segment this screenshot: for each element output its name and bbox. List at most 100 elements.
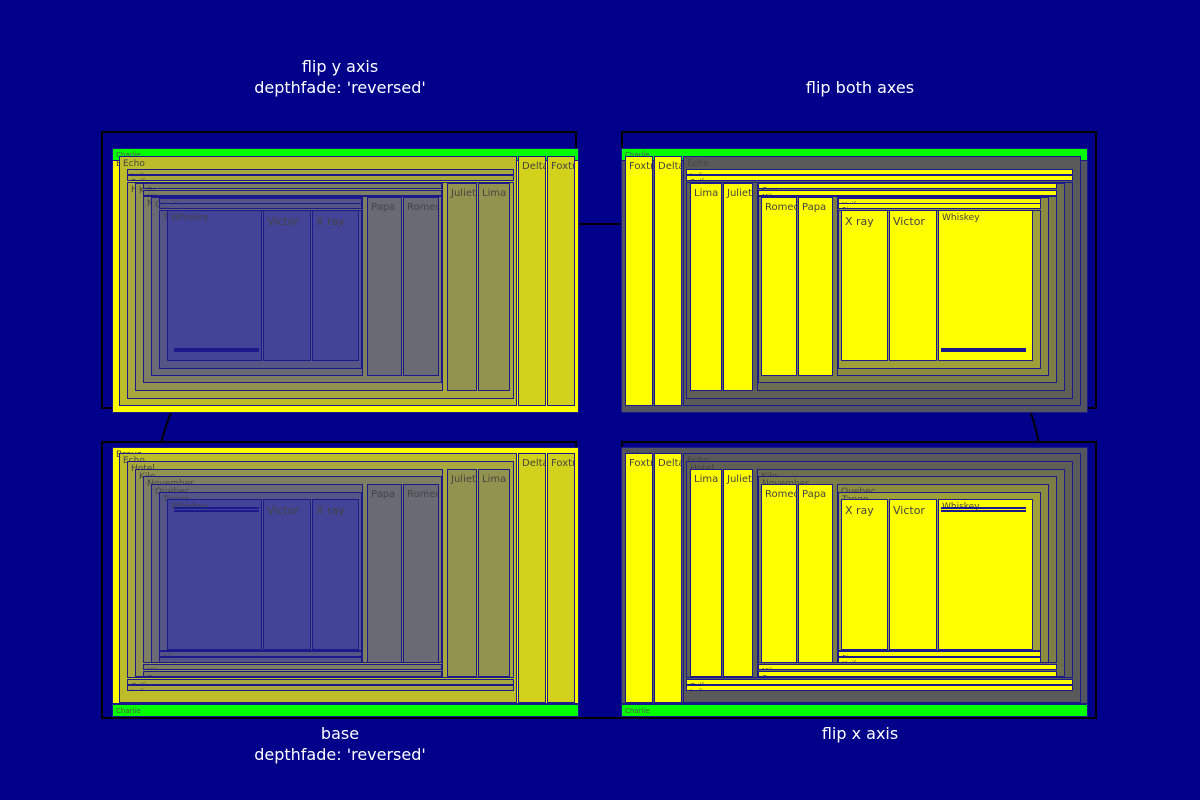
treemap-tile-label: Victor — [267, 215, 299, 228]
treemap-tile-mike[interactable]: Mike — [758, 664, 1057, 670]
treemap-tile-label: Charlie — [625, 707, 650, 715]
treemap-tile-foxtrot[interactable]: Foxtrot — [547, 453, 575, 703]
treemap-tile-sierra[interactable]: Sierra — [159, 651, 362, 657]
treemap-tile-mike[interactable]: Mike — [143, 190, 442, 196]
treemap-tile-label: Papa — [802, 202, 827, 213]
treemap-tile-india[interactable]: India — [686, 169, 1073, 175]
treemap-tile-label: Papa — [802, 489, 827, 500]
treemap-tile-oscar[interactable]: Oscar — [143, 183, 442, 189]
treemap-tile-papa[interactable]: Papa — [367, 197, 402, 376]
treemap-tile-juliet[interactable]: Juliet — [447, 183, 477, 391]
treemap-tile-label: X ray — [845, 504, 874, 517]
treemap-tile-x-ray[interactable]: X ray — [312, 210, 359, 361]
treemap-tile-india[interactable]: India — [127, 169, 514, 175]
treemap-tile-label: Golf — [131, 682, 145, 684]
treemap-tile-oscar[interactable]: Oscar — [143, 671, 442, 677]
panel-title-flipy: flip y axis depthfade: 'reversed' — [190, 56, 490, 98]
treemap-tile-whiskey[interactable]: Whiskey — [938, 499, 1033, 650]
treemap-tile-mike[interactable]: Mike — [143, 664, 442, 670]
treemap-tile-label: Delta — [522, 458, 545, 469]
treemap-tile-uniform[interactable]: Uniform — [159, 657, 362, 663]
treemap-tile-label: Juliet — [451, 474, 476, 485]
treemap-tile-label: Romeo — [765, 202, 797, 213]
treemap-tile-india[interactable]: India — [127, 685, 514, 691]
treemap-tile-romeo[interactable]: Romeo — [403, 197, 439, 376]
treemap-tile-label: Juliet — [727, 474, 752, 485]
treemap-tile-papa[interactable]: Papa — [798, 197, 833, 376]
treemap-tile-label: Echo — [687, 159, 709, 169]
treemap-tile-zulu[interactable]: Zulu — [174, 348, 259, 350]
treemap-tile-foxtrot[interactable]: Foxtrot — [625, 156, 653, 406]
treemap-tile-label: Mike — [762, 193, 778, 195]
treemap-tile-zulu[interactable]: Zulu — [174, 510, 259, 512]
treemap-tile-lima[interactable]: Lima — [478, 469, 510, 677]
treemap-tile-foxtrot[interactable]: Foxtrot — [625, 453, 653, 703]
treemap-tile-golf[interactable]: Golf — [127, 679, 514, 685]
treemap-tile-yankee[interactable]: Yankee — [941, 350, 1026, 352]
treemap-tile-charlie[interactable]: Charlie — [112, 704, 579, 717]
treemap-tile-mike[interactable]: Mike — [758, 190, 1057, 196]
treemap-tile-whiskey[interactable]: Whiskey — [167, 499, 262, 650]
treemap-tile-yankee[interactable]: Yankee — [174, 507, 259, 509]
treemap-tile-label: Echo — [123, 159, 145, 169]
treemap-tile-x-ray[interactable]: X ray — [841, 210, 888, 361]
treemap-tile-label: Mike — [762, 667, 778, 669]
treemap-tile-romeo[interactable]: Romeo — [761, 484, 797, 663]
treemap-tile-sierra[interactable]: Sierra — [838, 651, 1041, 657]
panel-title-line: base — [320, 724, 360, 743]
treemap-tile-uniform[interactable]: Uniform — [159, 198, 362, 204]
treemap-tile-whiskey[interactable]: Whiskey — [167, 210, 262, 361]
treemap-tile-label: Oscar — [762, 186, 782, 188]
treemap-tile-golf[interactable]: Golf — [686, 175, 1073, 181]
treemap-tile-label: Romeo — [407, 489, 439, 500]
treemap-tile-uniform[interactable]: Uniform — [838, 657, 1041, 663]
treemap-tile-label: Foxtrot — [629, 458, 652, 469]
treemap-tile-uniform[interactable]: Uniform — [838, 198, 1041, 204]
treemap-tile-papa[interactable]: Papa — [798, 484, 833, 663]
treemap-tile-romeo[interactable]: Romeo — [403, 484, 439, 663]
treemap-tile-oscar[interactable]: Oscar — [758, 183, 1057, 189]
treemap-tile-golf[interactable]: Golf — [127, 175, 514, 181]
treemap-tile-papa[interactable]: Papa — [367, 484, 402, 663]
treemap-tile-x-ray[interactable]: X ray — [312, 499, 359, 650]
treemap-tile-juliet[interactable]: Juliet — [447, 469, 477, 677]
treemap-tile-delta[interactable]: Delta — [518, 156, 546, 406]
treemap-tile-label: Victor — [267, 504, 299, 517]
treemap-tile-foxtrot[interactable]: Foxtrot — [547, 156, 575, 406]
treemap-tile-oscar[interactable]: Oscar — [758, 671, 1057, 677]
treemap-tile-yankee[interactable]: Yankee — [174, 350, 259, 352]
treemap-tile-x-ray[interactable]: X ray — [841, 499, 888, 650]
treemap-tile-juliet[interactable]: Juliet — [723, 469, 753, 677]
treemap-tile-delta[interactable]: Delta — [518, 453, 546, 703]
treemap-tile-lima[interactable]: Lima — [690, 183, 722, 391]
treemap-tile-golf[interactable]: Golf — [686, 679, 1073, 685]
treemap-tile-lima[interactable]: Lima — [690, 469, 722, 677]
treemap-tile-lima[interactable]: Lima — [478, 183, 510, 391]
treemap-tile-label: Uniform — [163, 660, 191, 662]
treemap-tile-label: Sierra — [842, 206, 863, 208]
treemap-tile-label: India — [131, 172, 148, 174]
treemap-tile-zulu[interactable]: Zulu — [941, 510, 1026, 512]
treemap-tile-label: Whiskey — [942, 213, 980, 223]
treemap-tile-zulu[interactable]: Zulu — [941, 348, 1026, 350]
treemap-tile-victor[interactable]: Victor — [889, 499, 937, 650]
treemap-tile-romeo[interactable]: Romeo — [761, 197, 797, 376]
treemap-tile-delta[interactable]: Delta — [654, 453, 682, 703]
treemap-tile-label: India — [131, 688, 148, 690]
treemap-tile-victor[interactable]: Victor — [889, 210, 937, 361]
treemap-tile-whiskey[interactable]: Whiskey — [938, 210, 1033, 361]
panel-title-flipboth: flip both axes — [710, 77, 1010, 98]
treemap-tile-yankee[interactable]: Yankee — [941, 507, 1026, 509]
treemap-panel-flipy: AlphaBravoCharlieDeltaEchoFoxtrotGolfHot… — [101, 131, 579, 413]
treemap-tile-victor[interactable]: Victor — [263, 499, 311, 650]
treemap-tile-label: Oscar — [147, 186, 167, 188]
treemap-tile-charlie[interactable]: Charlie — [621, 704, 1088, 717]
treemap-tile-juliet[interactable]: Juliet — [723, 183, 753, 391]
treemap-tile-label: Uniform — [163, 201, 191, 203]
treemap-tile-label: Delta — [658, 161, 681, 172]
treemap-tile-label: Charlie — [116, 707, 141, 715]
treemap-tile-delta[interactable]: Delta — [654, 156, 682, 406]
treemap-tile-india[interactable]: India — [686, 685, 1073, 691]
treemap-tile-victor[interactable]: Victor — [263, 210, 311, 361]
treemap-tile-label: Charlie — [116, 151, 141, 159]
